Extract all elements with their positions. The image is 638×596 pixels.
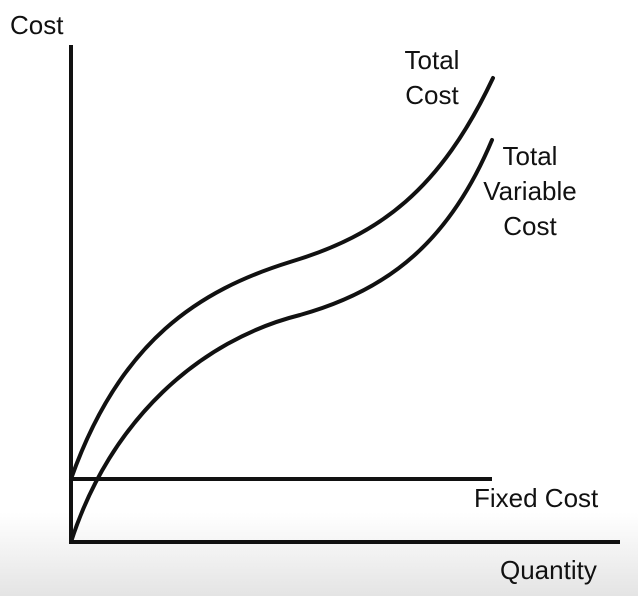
- total-variable-cost-curve: [69, 138, 494, 544]
- curve-label: Total: [405, 45, 460, 75]
- curve-label: Variable: [483, 176, 576, 206]
- curve-label: Total: [503, 141, 558, 171]
- curve-label: Cost: [405, 80, 459, 110]
- total-cost-curve: [69, 76, 495, 481]
- y-axis-label: Cost: [10, 10, 64, 40]
- curve-label: Cost: [503, 211, 557, 241]
- x-axis-label: Quantity: [500, 555, 597, 585]
- curve-label: Fixed Cost: [474, 483, 599, 513]
